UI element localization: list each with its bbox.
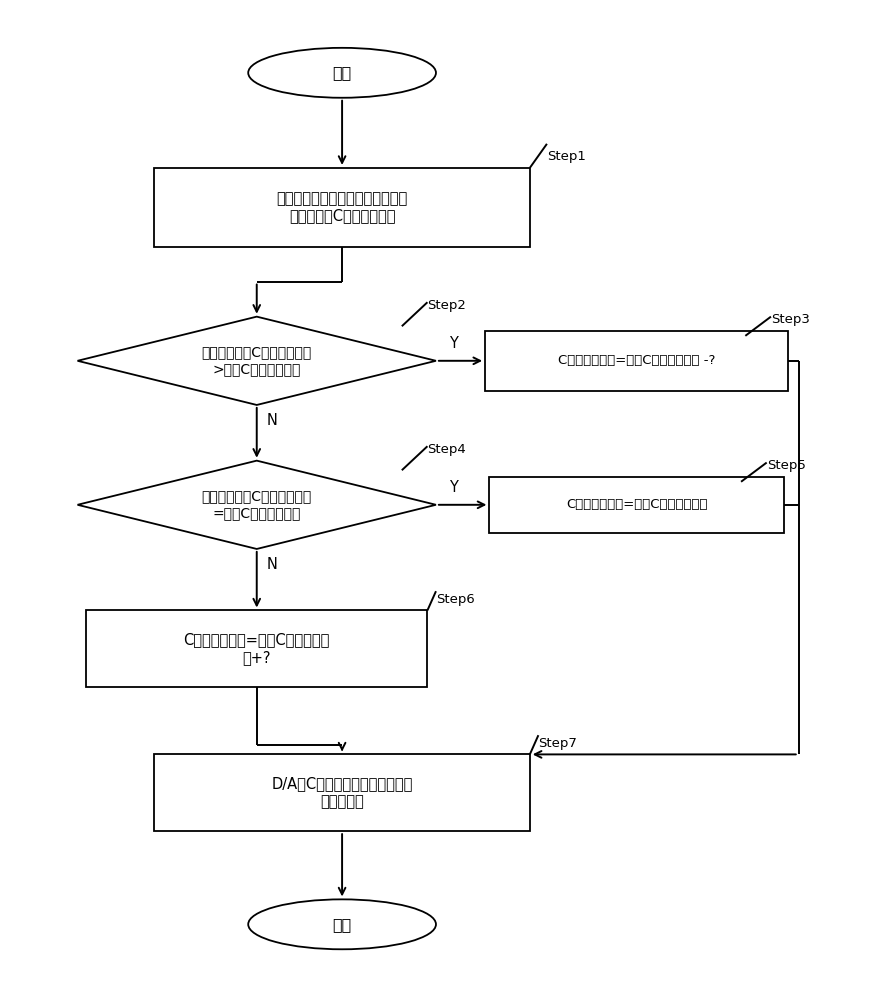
- Text: Step5: Step5: [766, 459, 805, 472]
- Text: Step1: Step1: [547, 150, 586, 163]
- Text: C场电压设定値=当前C场线圈电压値: C场电压设定値=当前C场线圈电压値: [565, 498, 708, 511]
- Bar: [155, 754, 530, 831]
- Bar: [86, 610, 428, 687]
- Text: 参照表中对应C场线圈电压値
>当前C场线圈电压値: 参照表中对应C场线圈电压値 >当前C场线圈电压値: [202, 346, 312, 376]
- Text: N: N: [267, 557, 278, 572]
- Bar: [155, 168, 530, 247]
- Text: 参照表中对应C场线圈电压値
=当前C场线圈电压値: 参照表中对应C场线圈电压値 =当前C场线圈电压値: [202, 490, 312, 520]
- Text: Y: Y: [449, 480, 458, 495]
- Text: Step7: Step7: [539, 737, 577, 750]
- Bar: [489, 477, 784, 533]
- Text: Y: Y: [449, 336, 458, 351]
- Bar: [485, 331, 788, 391]
- Text: Step6: Step6: [436, 593, 475, 606]
- Text: C场电压设定値=当前C场线圈电压値 -?: C场电压设定値=当前C场线圈电压値 -?: [557, 354, 716, 367]
- Text: 根据实时检测的温度量从参照表中
选择相应的C场线圈电压値: 根据实时检测的温度量从参照表中 选择相应的C场线圈电压値: [276, 191, 408, 223]
- Text: 开始: 开始: [332, 65, 352, 80]
- Text: 结束: 结束: [332, 917, 352, 932]
- Text: Step4: Step4: [428, 443, 466, 456]
- Text: Step2: Step2: [428, 299, 467, 312]
- Text: D/A将C场电压数字设定値转换为
模拟设定値: D/A将C场电压数字设定値转换为 模拟设定値: [271, 777, 412, 809]
- Text: Step3: Step3: [771, 313, 810, 326]
- Text: C场电压设定値=当前C场线圈电压
値+?: C场电压设定値=当前C场线圈电压 値+?: [183, 633, 330, 665]
- Text: N: N: [267, 413, 278, 428]
